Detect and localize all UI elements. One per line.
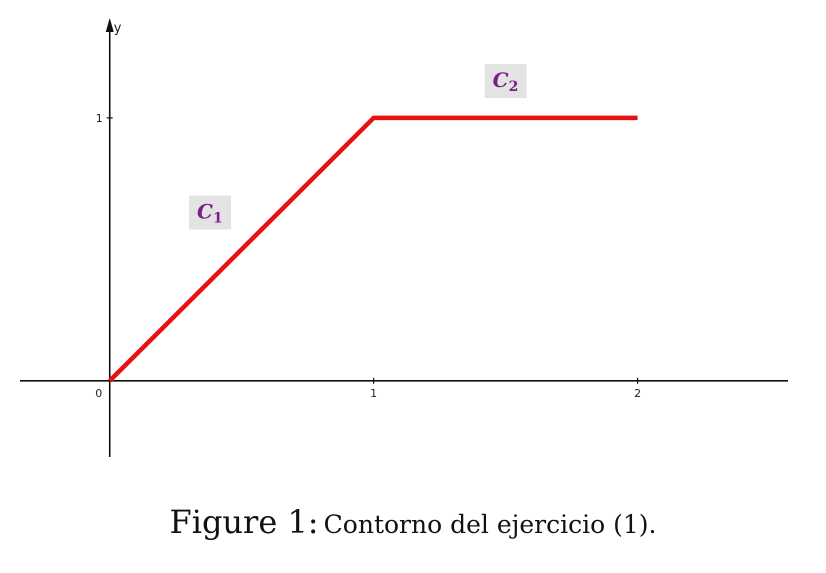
figure-caption-text: Contorno del ejercicio (1). xyxy=(323,510,657,539)
contour-figure: y 0 1 2 1 C 1 C 2 xyxy=(20,18,788,457)
axes: y 0 1 2 1 xyxy=(20,18,788,457)
y-tick-label: 1 xyxy=(96,112,103,125)
curve-label-c2-box xyxy=(484,64,527,99)
y-axis-arrow-icon xyxy=(105,18,114,32)
figure-caption: Figure 1: Contorno del ejercicio (1). xyxy=(0,503,826,541)
y-ticks: 1 xyxy=(96,112,113,125)
curve-label-c2: C 2 xyxy=(484,64,527,99)
figure-caption-prefix: Figure 1: xyxy=(169,503,319,541)
contour-path xyxy=(108,115,638,383)
curve-label-c2-main: C xyxy=(493,68,509,92)
curve-label-c1: C 1 xyxy=(189,195,232,230)
y-axis-label: y xyxy=(114,21,122,36)
curve-label-c1-main: C xyxy=(197,200,213,224)
x-tick-label: 0 xyxy=(95,387,102,400)
x-ticks: 0 1 2 xyxy=(95,377,641,400)
x-tick-label: 1 xyxy=(370,387,377,400)
x-tick-label: 2 xyxy=(634,387,641,400)
curve-label-c2-sub: 2 xyxy=(509,79,519,95)
curve-label-c1-sub: 1 xyxy=(213,211,223,227)
curve-label-c1-box xyxy=(189,195,232,230)
